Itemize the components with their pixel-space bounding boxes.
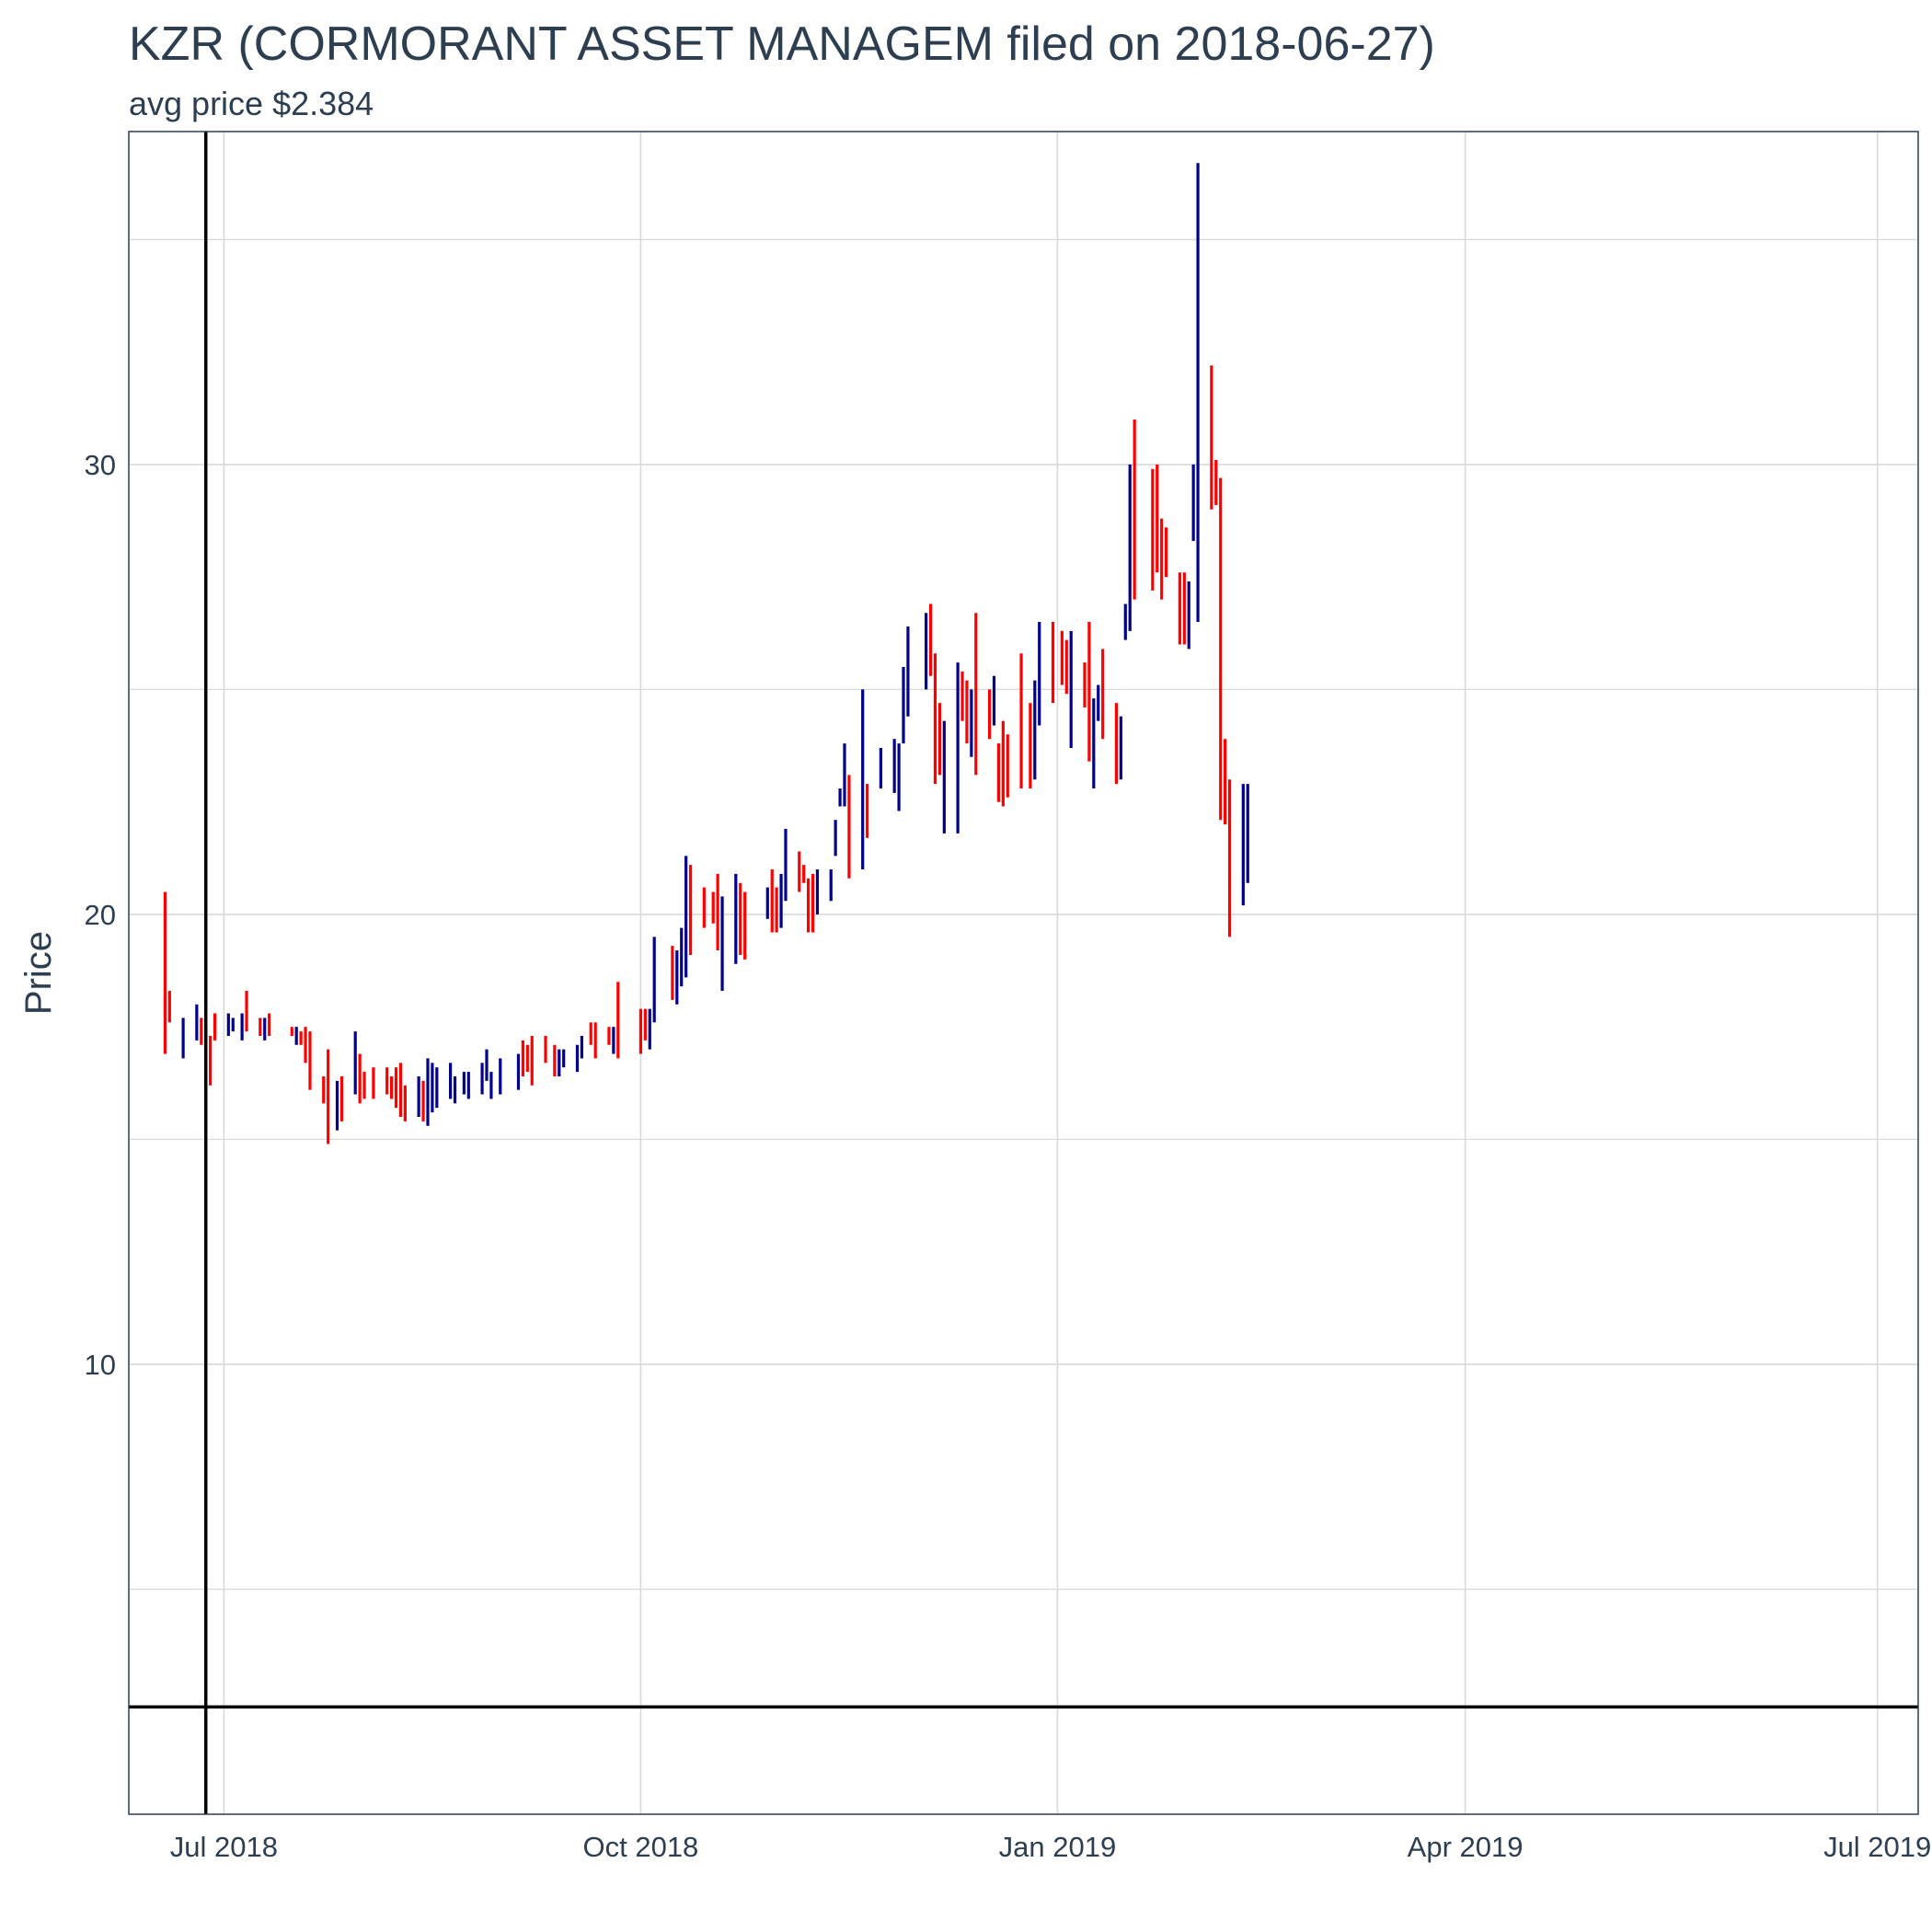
reference-lines: [129, 132, 1918, 1814]
x-tick-label: Apr 2019: [1408, 1831, 1524, 1863]
x-tick-label: Oct 2018: [583, 1831, 699, 1863]
x-tick-label: Jul 2018: [170, 1831, 278, 1863]
bars-layer: [163, 163, 1249, 1144]
y-tick-label: 30: [85, 449, 116, 481]
grid-layer: [129, 132, 1918, 1814]
x-tick-label: Jul 2019: [1823, 1831, 1931, 1863]
chart-title: KZR (CORMORANT ASSET MANAGEM filed on 20…: [129, 17, 1435, 71]
axis-layer: 10 20 30 Jul 2018 Oct 2018 Jan 2019 Apr 2019 Ju…: [85, 449, 1932, 1863]
chart-subtitle: avg price $2.384: [129, 85, 374, 122]
plot-frame: [128, 131, 1919, 1815]
y-tick-label: 10: [85, 1349, 116, 1381]
y-tick-label: 20: [85, 899, 116, 931]
x-tick-label: Jan 2019: [999, 1831, 1117, 1863]
y-axis-title: Price: [18, 931, 59, 1015]
